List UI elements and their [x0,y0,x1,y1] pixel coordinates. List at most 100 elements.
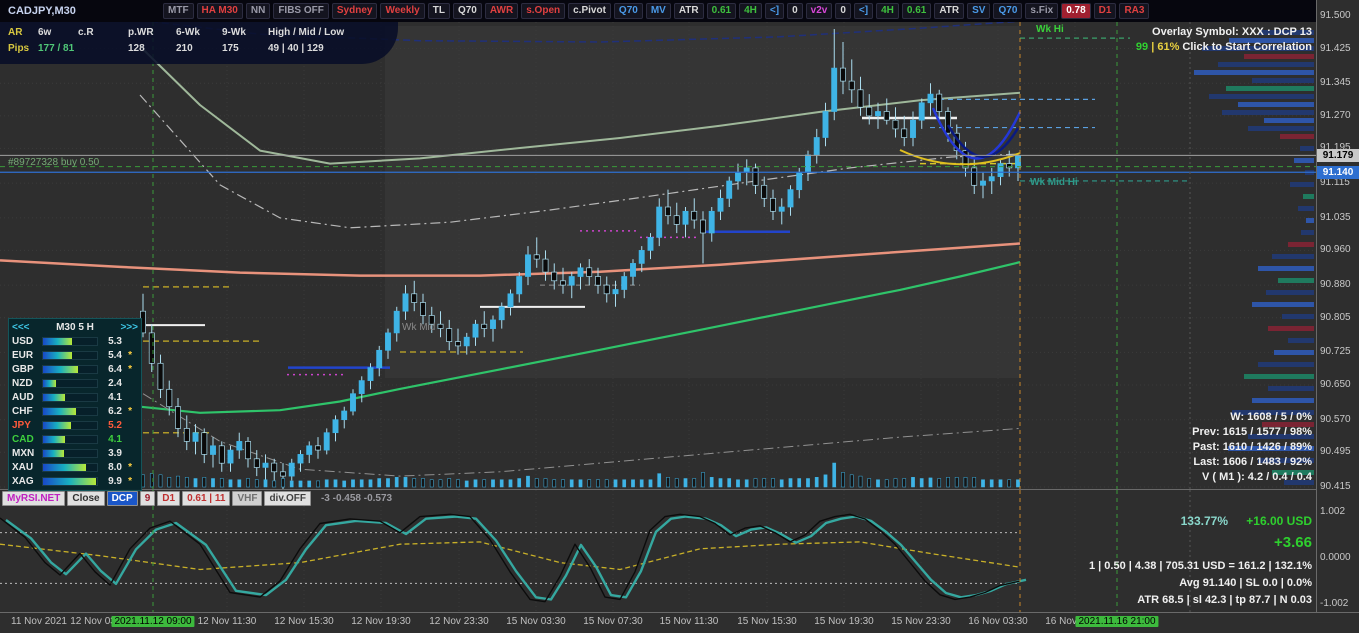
toolbar-button-0-78[interactable]: 0.78 [1061,3,1091,19]
strength-gauge [42,434,98,444]
toolbar-button-weekly[interactable]: Weekly [380,3,425,19]
toolbar-button-atr[interactable]: ATR [673,3,704,19]
toolbar-button-s-fix[interactable]: s.Fix [1025,3,1059,19]
currency-label: XAG [12,475,34,487]
info-cell: p.WR [128,27,154,38]
correlation-pct: 99 [1135,41,1149,53]
strength-row-gbp: GBP 6.4 * [12,362,138,376]
toolbar-button-4h[interactable]: 4H [739,3,762,19]
time-tick: 12 Nov 11:30 [197,616,257,627]
toolbar-button-fibs-off[interactable]: FIBS OFF [273,3,329,19]
strength-value: 3.9 [108,447,122,459]
toolbar-button-0[interactable]: 0 [835,3,851,19]
currency-label: CAD [12,433,34,445]
price-tick: 90.495 [1320,446,1351,458]
indicator-buttons: MyRSI.NET Close DCP 9 D1 0.61 | 11 VHF div.OFF [2,491,311,506]
toolbar-button-v2v[interactable]: v2v [805,3,833,19]
indicator-button-div-off[interactable]: div.OFF [264,491,311,506]
indicator-button-dcp[interactable]: DCP [106,491,138,506]
strength-value: 8.0 [108,461,122,473]
strength-next-arrow[interactable]: >>> [120,322,138,333]
indicator-button-vhf[interactable]: VHF [232,491,263,506]
correlation-link[interactable]: 99 | 61% Click to Start Correlation [1136,41,1312,53]
toolbar-button-0-61[interactable]: 0.61 [901,3,932,19]
time-tick: 15 Nov 19:30 [814,616,874,627]
price-tick: 90.960 [1320,244,1351,256]
stats-line-w: W: 1608 / 5 / 0% [1230,411,1312,423]
info-cell: 177 / 81 [38,43,75,54]
toolbar-button-q70[interactable]: Q70 [452,3,482,19]
info-cell: Pips [8,43,30,54]
currency-label: XAU [12,461,34,473]
indicator-button-0-61-11[interactable]: 0.61 | 11 [182,491,231,506]
indicator-button-close[interactable]: Close [67,491,105,506]
price-tick: 90.725 [1320,346,1351,358]
strength-star: * [128,405,132,417]
toolbar-button-sv[interactable]: SV [967,3,991,19]
toolbar-button-[interactable]: <] [764,3,785,19]
toolbar-button-ra3[interactable]: RA3 [1119,3,1150,19]
open-position-label: #89727328 buy 0.50 [8,157,100,168]
time-tick: 12 Nov 23:30 [429,616,489,627]
price-badge: 91.179 [1317,149,1359,162]
price-chart-canvas[interactable] [0,22,1316,489]
toolbar-button-q70[interactable]: Q70 [993,3,1023,19]
toolbar-button-0[interactable]: 0 [787,3,803,19]
toolbar-button-mtf[interactable]: MTF [163,3,194,19]
rsi-panel-canvas[interactable] [0,489,1316,612]
toolbar-button-0-61[interactable]: 0.61 [706,3,737,19]
strength-gauge [42,406,98,416]
strength-value: 4.1 [108,391,122,403]
price-tick: 91.195 [1320,142,1351,154]
toolbar-button-d1[interactable]: D1 [1093,3,1117,19]
toolbar-button-s-open[interactable]: s.Open [521,3,566,19]
toolbar-button-atr[interactable]: ATR [934,3,965,19]
strength-gauge [42,448,98,458]
toolbar-button-nn[interactable]: NN [245,3,271,19]
range-info-panel: AR 6w c.R p.WR 6-Wk 9-Wk High / Mid / Low Pips… [0,22,398,64]
toolbar-button-mv[interactable]: MV [645,3,671,19]
toolbar-button-4h[interactable]: 4H [876,3,899,19]
strength-row-chf: CHF 6.2 * [12,404,138,418]
currency-strength-panel: <<< M30 5 H >>> USD 5.3 EUR 5.4 * GBP 6.4 * NZD 2… [8,318,142,491]
toolbar-button-tl[interactable]: TL [427,3,450,19]
indicator-button-d1[interactable]: D1 [157,491,181,506]
toolbar-button-sydney[interactable]: Sydney [331,3,378,19]
price-axis[interactable]: 91.500 91.425 91.345 91.270 91.195 91.115 91.0… [1316,0,1359,612]
toolbar-button-ha-m30[interactable]: HA M30 [196,3,243,19]
toolbar-button-[interactable]: <] [853,3,874,19]
time-tick: 12 Nov 03:30 [70,616,130,627]
oscillator-tick: 0.0000 [1320,552,1351,563]
toolbar-button-c-pivot[interactable]: c.Pivot [568,3,611,19]
strength-prev-arrow[interactable]: <<< [12,322,30,333]
strength-value: 6.4 [108,363,122,375]
strength-row-eur: EUR 5.4 * [12,348,138,362]
strength-row-aud: AUD 4.1 [12,390,138,404]
indicator-button-myrsi-net[interactable]: MyRSI.NET [2,491,66,506]
weekly-mid-high-label: Wk Mid Hi [1030,177,1078,188]
info-cell: 6-Wk [176,27,200,38]
toolbar-button-awr[interactable]: AWR [484,3,519,19]
time-axis[interactable]: 11 Nov 2021 12 Nov 03:30 2021.11.12 09:00 1… [0,612,1359,633]
strength-gauge [42,378,98,388]
indicator-toolbar: MyRSI.NET Close DCP 9 D1 0.61 | 11 VHF div.OFF … [2,491,392,506]
toolbar-button-q70[interactable]: Q70 [613,3,643,19]
currency-label: USD [12,335,34,347]
currency-label: GBP [12,363,34,375]
weekly-mid-label: Wk Mid [402,322,436,333]
price-tick: 91.425 [1320,42,1351,54]
stats-line-past: Past: 1610 / 1426 / 89% [1192,441,1312,453]
info-cell: AR [8,27,23,38]
time-tick: 15 Nov 23:30 [891,616,951,627]
time-tick: 16 Nov 03:30 [968,616,1028,627]
strength-star: * [128,475,132,487]
indicator-button-9[interactable]: 9 [139,491,156,506]
price-tick: 90.650 [1320,378,1351,390]
price-tick: 91.115 [1320,177,1350,189]
strength-value: 6.2 [108,405,122,417]
time-tick: 15 Nov 11:30 [659,616,719,627]
info-cell: 49 | 40 | 129 [268,43,324,54]
strength-star: * [128,349,132,361]
price-tick: 90.880 [1320,279,1351,291]
